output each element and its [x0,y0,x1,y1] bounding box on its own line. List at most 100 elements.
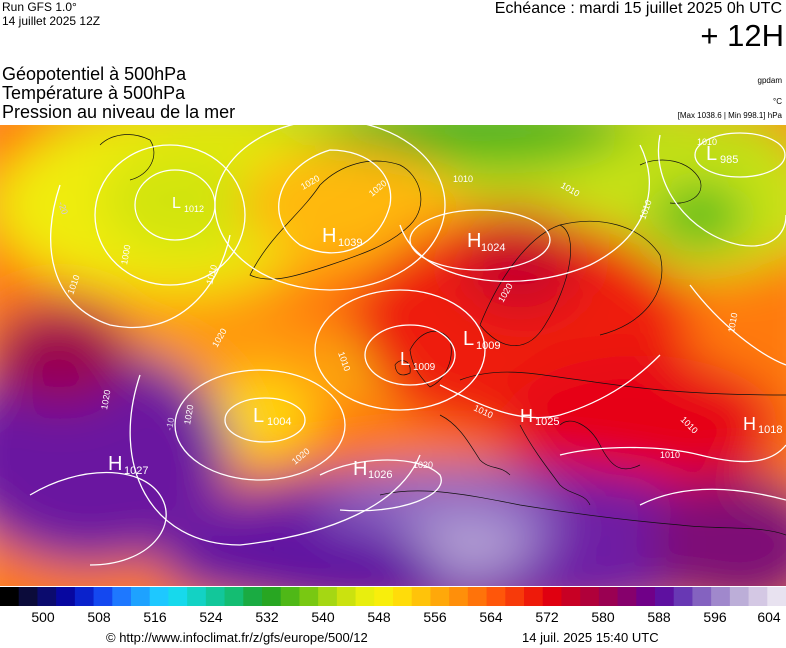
temperature-field [0,125,786,586]
pressure-center: L [172,195,181,212]
colorbar-tick-label: 524 [199,609,223,625]
valid-time: Echéance : mardi 15 juillet 2025 0h UTC [494,0,782,17]
param-temperature: Température à 500hPa [2,83,186,103]
colorbar-swatch [168,587,188,606]
colorbar-swatch [598,587,619,606]
colorbar-swatch [505,587,525,606]
pressure-center-value: 1009 [476,340,500,352]
colorbar-swatch [74,587,95,606]
isobar-label: 1010 [726,312,739,333]
colorbar-swatch [449,587,469,606]
colorbar-swatch [318,587,338,606]
pressure-centers: H 1039 H 1024 L 985 L 1009 L 1009 L 1004… [108,143,782,481]
colorbar-tick-label: 500 [31,609,55,625]
pressure-center: L [253,405,264,427]
colorbar-swatch [243,587,263,606]
colorbar-swatch [149,587,170,606]
colorbar-swatch [112,587,132,606]
colorbar-tick-label: 604 [757,609,781,625]
pressure-center-value: 1025 [535,416,559,428]
colorbar-swatch [131,587,151,606]
isobar-label: 1020 [182,404,195,425]
colorbar-swatch [711,587,731,606]
pressure-center-value: 1012 [184,204,204,214]
pressure-center: H [108,453,122,475]
colorbar-swatches [0,587,786,606]
colorbar-swatch [336,587,357,606]
colorbar-tick-label: 508 [87,609,111,625]
pressure-center-value: 1039 [338,237,362,249]
colorbar-swatch [262,587,282,606]
colorbar-scale: 500 508 516 524 532 540 548 556 564 572 … [0,609,786,627]
unit-pressure-range: [Max 1038.6 | Min 998.1] hPa [677,111,782,120]
coastlines [99,134,786,536]
colorbar-swatch [37,587,57,606]
pressure-center: H [520,406,533,426]
unit-geopotential: gpdam [757,76,782,85]
pressure-center-value: 1027 [124,465,148,477]
colorbar-swatch [299,587,319,606]
colorbar-swatch [524,587,544,606]
weather-map: H 1039 H 1024 L 985 L 1009 L 1009 L 1004… [0,125,786,586]
temperature-label: -20 [56,200,70,216]
temperature-labels: -20 -10 [56,200,176,431]
colorbar-tick-label: 540 [311,609,335,625]
credit-date: 14 juil. 2025 15:40 UTC [522,630,659,645]
isobar-label: 1020 [413,460,433,470]
run-date: 14 juillet 2025 12Z [2,14,101,28]
pressure-center: H [467,230,481,252]
pressure-center-value: 1024 [481,242,505,254]
colorbar-tick-label: 516 [143,609,167,625]
colorbar-swatch [187,587,207,606]
pressure-center: H [743,414,756,434]
colorbar-swatch [486,587,506,606]
colorbar-swatch [411,587,432,606]
colorbar-swatch [93,587,113,606]
colorbar-swatch [374,587,394,606]
colorbar-tick-label: 580 [591,609,615,625]
pressure-center: L [706,143,717,165]
colorbar-tick-label: 596 [703,609,727,625]
colorbar-tick-label: 572 [535,609,559,625]
pressure-center: H [322,225,336,247]
isobar-label: 1010 [697,137,717,147]
pressure-center: H [353,458,367,480]
pressure-center: L [400,349,410,369]
colorbar-swatch [729,587,750,606]
colorbar-tick-label: 588 [647,609,671,625]
colorbar-swatch [18,587,39,606]
colorbar-swatch [355,587,375,606]
pressure-center-value: 1018 [758,424,782,436]
colorbar-swatch [393,587,413,606]
pressure-center: L [463,328,474,350]
colorbar-swatch [561,587,581,606]
map-canvas: H 1039 H 1024 L 985 L 1009 L 1009 L 1004… [0,125,786,586]
colorbar-swatch [580,587,600,606]
pressure-center-value: 1009 [413,362,436,373]
colorbar-swatch [617,587,637,606]
colorbar-swatch [748,587,768,606]
run-title: Run GFS 1.0° [2,0,77,14]
colorbar-swatch [280,587,301,606]
isobar-label: 1020 [99,389,112,410]
pressure-center-value: 1004 [267,416,291,428]
colorbar-tick-label: 556 [423,609,447,625]
colorbar-swatch [0,587,20,606]
colorbar-swatch [224,587,244,606]
colorbar-swatch [56,587,76,606]
colorbar-swatch [542,587,563,606]
forecast-step: + 12H [700,18,784,53]
colorbar-swatch [692,587,712,606]
colorbar-swatch [767,587,786,606]
unit-temperature: °C [773,97,782,106]
colorbar-swatch [636,587,656,606]
param-pressure: Pression au niveau de la mer [2,102,236,122]
temperature-label: -10 [164,417,176,432]
credit-url: © http://www.infoclimat.fr/z/gfs/europe/… [106,630,368,645]
colorbar [0,587,786,606]
colorbar-tick-label: 564 [479,609,503,625]
colorbar-swatch [205,587,226,606]
colorbar-tick-label: 548 [367,609,391,625]
isobar-label: 1010 [453,174,473,184]
pressure-center-value: 1026 [368,469,392,481]
